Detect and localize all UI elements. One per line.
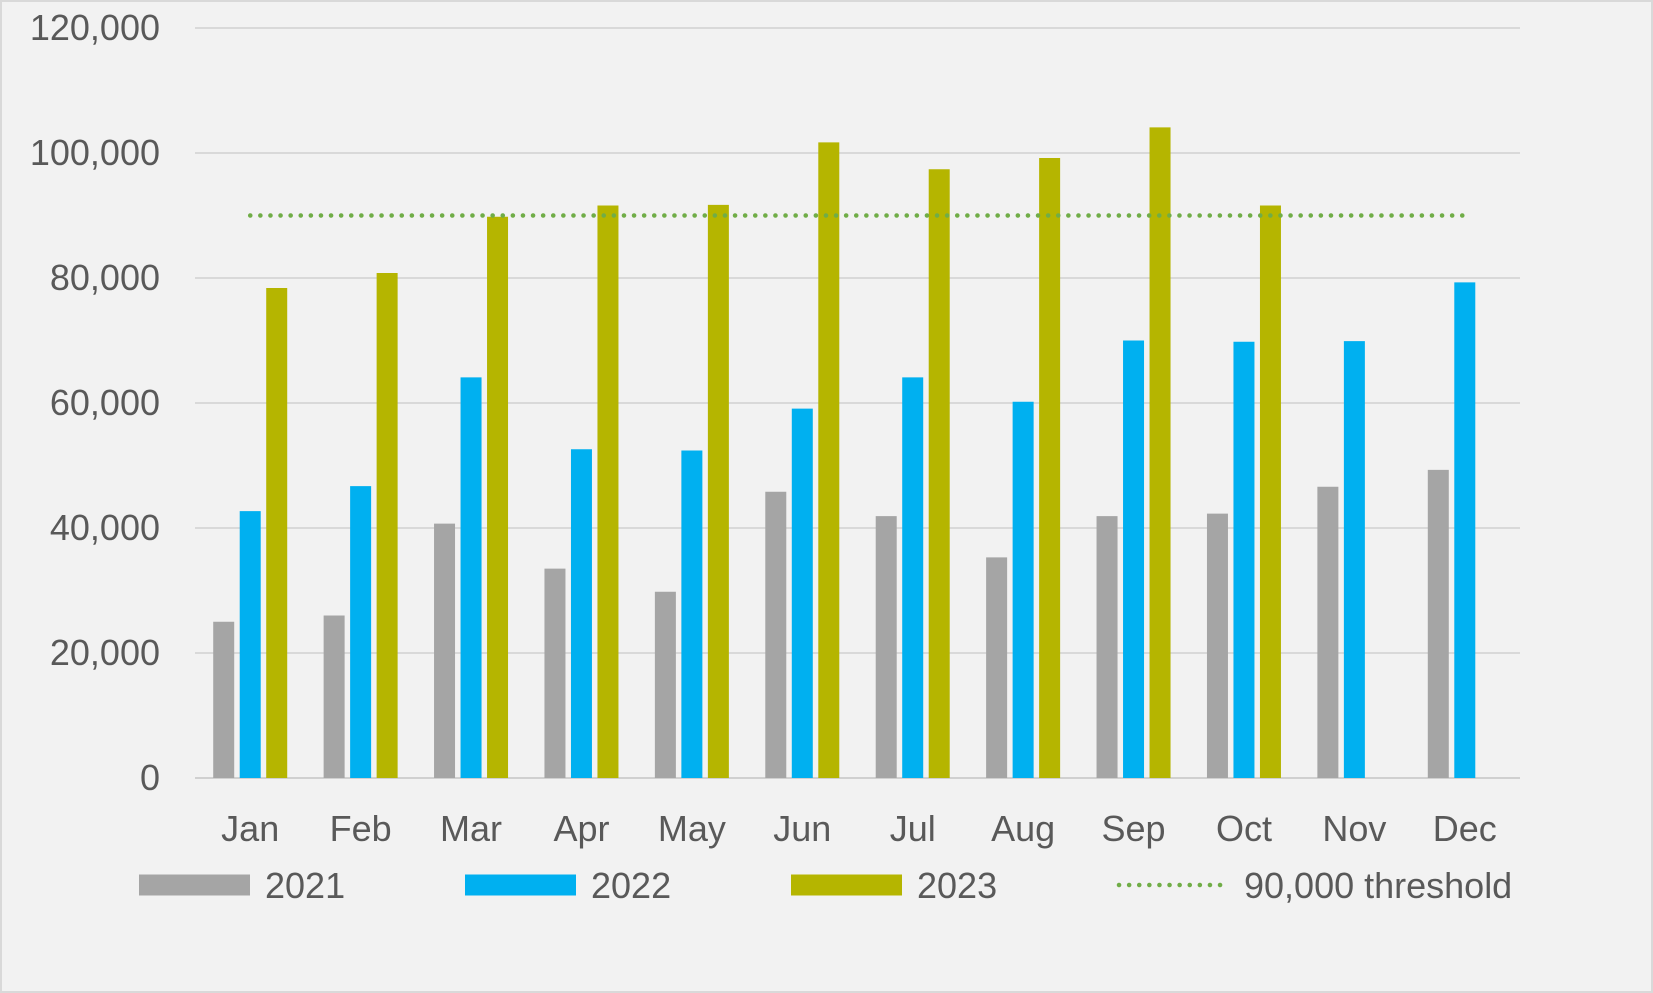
bar-2022-dec [1454,282,1476,778]
legend: 2021 2022 2023 90,000 threshold [139,865,1512,906]
x-tick-label: May [658,808,726,849]
x-tick-label: Mar [440,808,502,849]
x-tick-label: Feb [330,808,392,849]
bar-2021-sep [1096,516,1118,778]
x-tick-label: Jun [773,808,831,849]
legend-swatch-2021 [139,874,250,896]
bar-2023-apr [597,205,619,778]
legend-label-2022: 2022 [591,865,671,906]
bar-2022-aug [1012,401,1034,778]
bar-2022-oct [1233,341,1255,778]
bar-2022-feb [350,486,372,778]
bar-2023-aug [1039,158,1061,778]
y-tick-label: 60,000 [50,382,160,423]
x-tick-label: Jan [221,808,279,849]
bar-2023-jul [928,169,950,778]
gridlines [195,27,1520,779]
bar-2021-feb [323,615,345,778]
y-tick-label: 20,000 [50,632,160,673]
x-axis-ticks: Jan Feb Mar Apr May Jun Jul Aug Sep Oct Nov Dec [221,808,1497,849]
x-tick-label: Apr [553,808,609,849]
legend-swatch-2022 [465,874,576,896]
bar-2023-oct [1259,205,1281,778]
bar-2021-oct [1206,513,1228,778]
bar-2021-apr [544,568,566,778]
bar-2021-jun [765,491,787,778]
bar-2021-mar [434,523,456,778]
bar-2022-may [681,450,703,778]
legend-label-threshold: 90,000 threshold [1244,865,1512,906]
bars [213,127,1476,778]
bar-2023-mar [487,216,509,778]
bar-2022-jul [902,377,924,778]
legend-label-2023: 2023 [917,865,997,906]
bar-2023-sep [1149,127,1171,778]
legend-swatch-2023 [791,874,902,896]
bar-2021-jan [213,621,235,778]
bar-2023-feb [376,273,398,778]
y-tick-label: 40,000 [50,507,160,548]
bar-2022-jan [239,511,261,778]
y-tick-label: 100,000 [30,132,160,173]
bar-2023-jun [818,142,840,778]
bar-2022-apr [570,449,592,778]
bar-2021-aug [986,557,1008,778]
y-tick-label: 0 [140,757,160,798]
bar-2022-nov [1343,341,1365,778]
x-tick-label: Jul [890,808,936,849]
bar-2021-nov [1317,486,1339,778]
x-tick-label: Dec [1433,808,1497,849]
bar-2021-dec [1427,469,1449,778]
x-tick-label: Aug [991,808,1055,849]
y-tick-label: 80,000 [50,257,160,298]
y-tick-label: 120,000 [30,7,160,48]
bar-2022-mar [460,377,482,778]
bar-2022-sep [1123,340,1145,778]
bar-2023-jan [266,288,288,778]
bar-2021-may [654,591,676,778]
bar-2021-jul [875,516,897,778]
legend-label-2021: 2021 [265,865,345,906]
x-tick-label: Oct [1216,808,1272,849]
y-axis-ticks: 0 20,000 40,000 60,000 80,000 100,000 120,000 [30,7,160,798]
bar-2022-jun [791,408,813,778]
x-tick-label: Nov [1322,808,1386,849]
x-tick-label: Sep [1102,808,1166,849]
bar-2023-may [707,204,729,778]
